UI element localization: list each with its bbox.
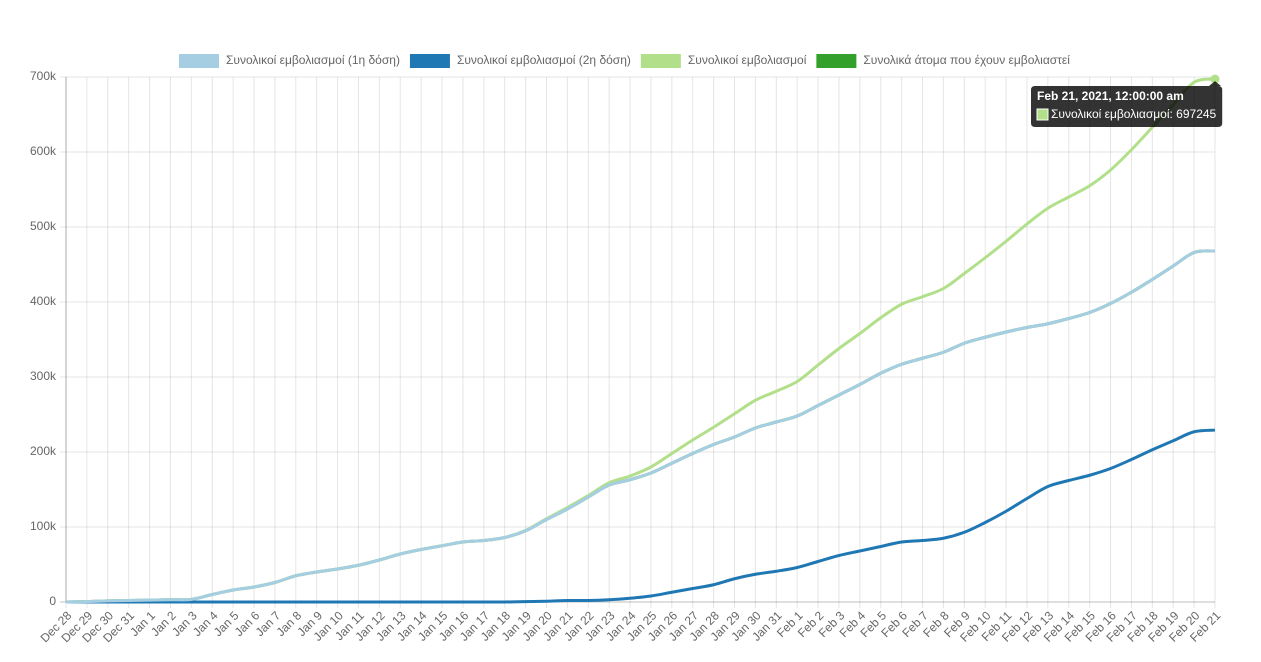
tooltip-title: Feb 21, 2021, 12:00:00 am xyxy=(1037,89,1184,103)
y-tick-label: 200k xyxy=(30,444,57,458)
tooltip: Feb 21, 2021, 12:00:00 am Συνολικοί εμβολ… xyxy=(1031,81,1223,127)
series-line xyxy=(65,428,1216,604)
series-line xyxy=(65,249,1216,604)
y-tick-label: 500k xyxy=(30,219,57,233)
y-tick-label: 100k xyxy=(30,519,57,533)
legend-swatch xyxy=(640,54,681,68)
y-tick-label: 700k xyxy=(30,69,57,83)
tooltip-swatch xyxy=(1036,108,1049,121)
tooltip-box xyxy=(1031,81,1223,127)
series-line xyxy=(65,249,1216,604)
tooltip-series: Συνολικοί εμβολιασμοί xyxy=(1051,107,1170,121)
legend-label: Συνολικοί εμβολιασμοί (2η δόση) xyxy=(457,53,631,67)
legend-label: Συνολικοί εμβολιασμοί xyxy=(688,53,807,67)
legend-swatch xyxy=(409,54,450,68)
legend-label: Συνολικοί εμβολιασμοί (1η δόση) xyxy=(226,53,400,67)
y-tick-label: 300k xyxy=(30,369,57,383)
tooltip-label: Συνολικοί εμβολιασμοί: 697245 xyxy=(1051,107,1217,121)
legend-swatch xyxy=(816,54,857,68)
y-tick-label: 600k xyxy=(30,144,57,158)
y-tick-label: 0 xyxy=(49,594,56,608)
legend-label: Συνολικά άτομα που έχουν εμβολιαστεί xyxy=(863,53,1070,67)
series-line xyxy=(65,77,1216,604)
tooltip-value: 697245 xyxy=(1176,107,1216,121)
y-tick-label: 400k xyxy=(30,294,57,308)
legend-swatch xyxy=(179,54,219,68)
